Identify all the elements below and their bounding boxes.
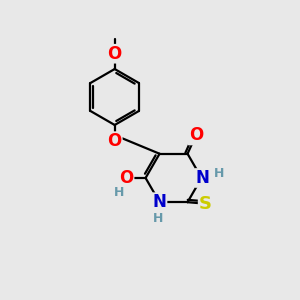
Text: S: S — [199, 195, 212, 213]
Text: H: H — [213, 167, 224, 180]
Text: N: N — [153, 193, 166, 211]
Text: H: H — [153, 212, 163, 225]
Text: O: O — [107, 132, 122, 150]
Text: O: O — [107, 45, 122, 63]
Text: N: N — [195, 169, 209, 187]
Text: O: O — [119, 169, 134, 187]
Text: H: H — [114, 186, 124, 199]
Text: O: O — [189, 127, 203, 145]
